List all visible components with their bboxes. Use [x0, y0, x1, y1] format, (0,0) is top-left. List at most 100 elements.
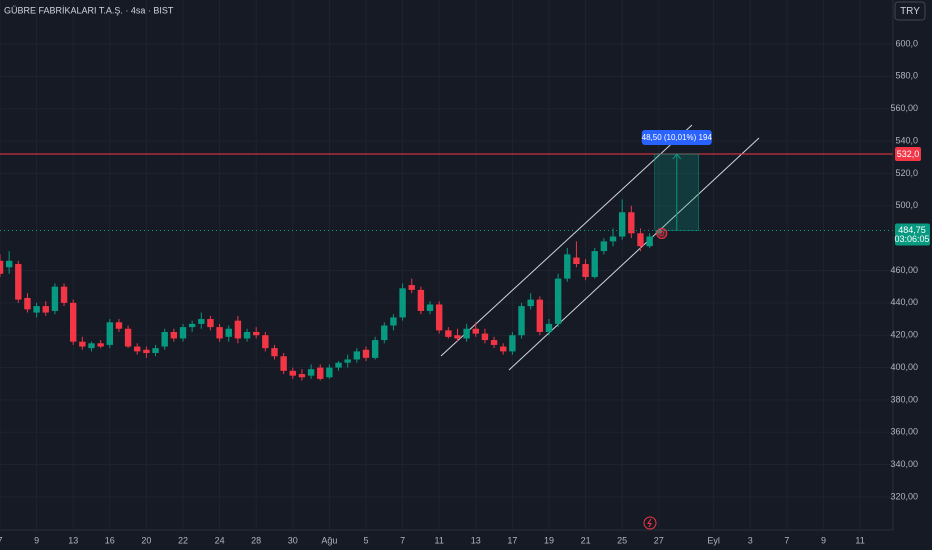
candle-body — [500, 346, 507, 352]
candle-body — [24, 298, 31, 310]
candle-body — [106, 322, 113, 345]
candle-body — [15, 264, 22, 300]
candle-body — [170, 331, 178, 339]
candle-body — [79, 341, 86, 347]
x-tick-label: 22 — [178, 535, 188, 545]
y-tick-label: 400,00 — [890, 362, 918, 372]
candle-body — [518, 306, 525, 336]
last-price-badge — [895, 223, 930, 246]
candle-body — [335, 362, 342, 368]
candle-body — [435, 304, 443, 331]
candle-body — [344, 359, 351, 363]
y-tick-label: 580,0 — [895, 71, 918, 81]
candle-body — [509, 335, 516, 352]
x-tick-label: Eyl — [707, 535, 720, 545]
candle-body — [152, 348, 159, 354]
x-tick-label: 3 — [748, 535, 753, 545]
x-tick-label: 11 — [855, 535, 864, 545]
x-tick-label: 7 — [784, 535, 789, 545]
y-tick-label: 360,00 — [890, 427, 918, 437]
candle-body — [225, 328, 232, 337]
candle-body — [554, 278, 562, 324]
candle-body — [134, 346, 141, 352]
candle-body — [161, 331, 168, 347]
y-tick-label: 500,0 — [895, 200, 918, 210]
candle-body — [390, 317, 397, 326]
candle-body — [545, 323, 553, 332]
last-price-label: 484,75 — [898, 225, 926, 235]
currency-button[interactable] — [894, 1, 926, 21]
candle-body — [179, 327, 187, 339]
candle-body — [97, 343, 104, 347]
candle-body — [280, 356, 287, 371]
event-marker — [656, 227, 668, 239]
alert-label: 532,0 — [897, 149, 920, 159]
candles — [0, 199, 662, 381]
x-tick-label: 9 — [821, 535, 826, 545]
candle-body — [454, 335, 461, 339]
y-tick-label: 320,00 — [890, 491, 918, 501]
candle-body — [490, 340, 498, 345]
candle-body — [69, 302, 77, 342]
event-icon[interactable] — [643, 516, 657, 530]
chart-title: GÜBRE FABRİKALARI T.A.Ş. · 4sa · BIST — [4, 5, 174, 15]
candle-body — [609, 236, 617, 242]
candle-body — [143, 349, 150, 354]
x-tick-label: 21 — [581, 535, 591, 545]
candle-body — [207, 319, 214, 328]
measure-label: 48,50 (10,01%) 194 — [642, 133, 713, 142]
y-tick-label: 560,00 — [890, 103, 918, 113]
candle-body — [362, 349, 370, 358]
candle-body — [472, 328, 479, 334]
candle-body — [88, 343, 95, 349]
candle-body — [399, 288, 406, 318]
candle-body — [353, 351, 361, 360]
candle-body — [188, 323, 196, 328]
candle-body — [371, 340, 379, 358]
x-tick-label: 13 — [68, 535, 78, 545]
candle-body — [262, 335, 269, 349]
candle-body — [243, 331, 251, 339]
candle-body — [637, 233, 644, 247]
candle-body — [42, 306, 49, 313]
candle-body — [618, 212, 626, 237]
x-tick-label: 9 — [34, 535, 39, 545]
candle-body — [481, 333, 489, 341]
x-tick-label: 11 — [435, 535, 444, 545]
x-tick-label: 27 — [654, 535, 664, 545]
candle-body — [463, 328, 470, 339]
candle-body — [271, 348, 278, 357]
x-tick-label: 5 — [363, 535, 368, 545]
y-tick-label: 340,00 — [890, 459, 918, 469]
y-tick-label: 440,00 — [890, 297, 918, 307]
measure-arrowhead — [672, 153, 682, 160]
alert-badge — [895, 147, 921, 162]
x-tick-label: 17 — [507, 535, 517, 545]
y-tick-label: 520,0 — [895, 168, 918, 178]
candle-body — [536, 299, 544, 332]
candle-body — [655, 230, 662, 234]
candle-body — [445, 330, 452, 337]
candle-body — [326, 367, 333, 378]
candle-body — [628, 212, 635, 234]
x-tick-label: 7 — [400, 535, 405, 545]
candle-body — [33, 306, 40, 313]
candle-body — [289, 370, 296, 376]
candle-body — [51, 286, 59, 311]
x-tick-label: 19 — [544, 535, 554, 545]
y-tick-label: 460,00 — [890, 265, 918, 275]
candle-body — [381, 325, 388, 341]
candle-body — [591, 251, 598, 277]
measure-label-box — [641, 130, 712, 146]
grid — [0, 0, 893, 530]
candle-body — [198, 319, 205, 324]
candle-body — [298, 374, 306, 378]
candle-body — [317, 367, 324, 379]
x-tick-label: 25 — [617, 535, 627, 545]
currency[interactable]: TRY — [900, 6, 920, 17]
candle-body — [216, 327, 223, 339]
